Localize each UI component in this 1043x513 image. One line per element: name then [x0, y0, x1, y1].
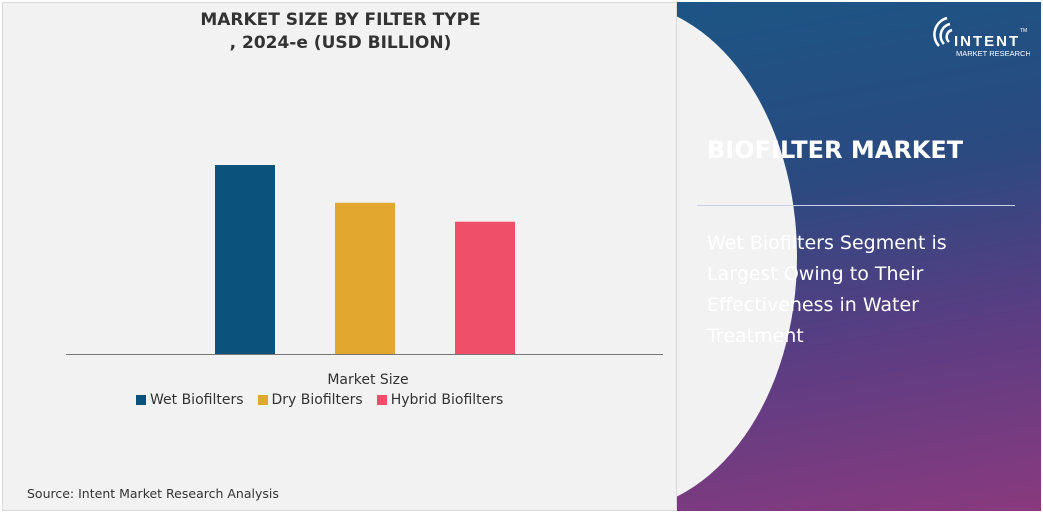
- svg-text:MARKET RESEARCH: MARKET RESEARCH: [956, 49, 1030, 58]
- legend-item: Hybrid Biofilters: [376, 392, 504, 408]
- chart-title: MARKET SIZE BY FILTER TYPE , 2024-e (USD…: [3, 9, 678, 55]
- legend-swatch: [376, 395, 387, 405]
- legend-swatch: [136, 395, 146, 405]
- market-heading: BIOFILTER MARKET: [707, 136, 964, 164]
- legend-label: Dry Biofilters: [271, 392, 363, 408]
- intent-logo: INTENT TM MARKET RESEARCH: [930, 12, 1031, 62]
- bar-hybrid-biofilters: [455, 221, 515, 354]
- segment-description: Wet Biofilters Segment is Largest Owing …: [707, 232, 947, 347]
- signal-logo-icon: INTENT TM MARKET RESEARCH: [933, 16, 1031, 58]
- legend-label: Hybrid Biofilters: [390, 392, 504, 408]
- x-axis-label: Market Size: [327, 372, 409, 388]
- bar-dry-biofilters: [335, 202, 395, 354]
- legend: Wet Biofilters Dry Biofilters Hybrid Biofi…: [136, 392, 503, 408]
- chart-panel: MARKET SIZE BY FILTER TYPE , 2024-e (USD…: [2, 2, 677, 511]
- bar-chart: [66, 165, 663, 355]
- source-note: Source: Intent Market Research Analysis: [27, 486, 279, 501]
- legend-item: Dry Biofilters: [257, 392, 363, 408]
- legend-swatch: [257, 395, 268, 405]
- svg-text:TM: TM: [1020, 28, 1027, 34]
- legend-label: Wet Biofilters: [150, 392, 244, 408]
- chart-title-line-2: , 2024-e (USD BILLION): [229, 33, 452, 53]
- bar-wet-biofilters: [215, 165, 275, 354]
- divider: [697, 205, 1015, 206]
- svg-text:INTENT: INTENT: [954, 33, 1020, 50]
- chart-title-line-1: MARKET SIZE BY FILTER TYPE: [200, 10, 481, 30]
- info-panel: INTENT TM MARKET RESEARCH BIOFILTER MARK…: [677, 2, 1041, 511]
- legend-item: Wet Biofilters: [136, 392, 244, 408]
